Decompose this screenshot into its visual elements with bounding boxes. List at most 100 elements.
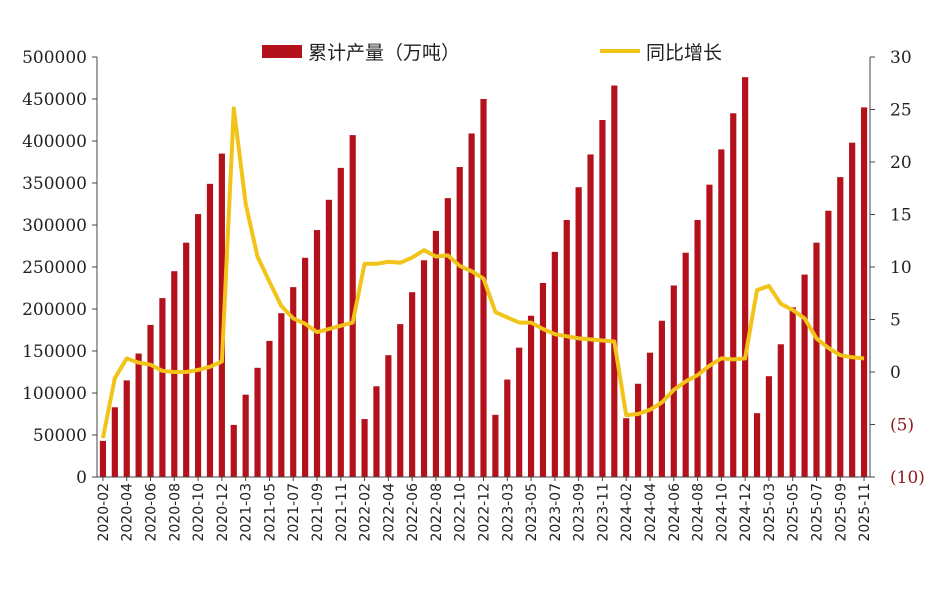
bar-2023-11	[599, 120, 606, 477]
bar-2025-04	[777, 344, 784, 477]
x-tick-label: 2023-05	[524, 483, 540, 542]
bar-2022-11	[468, 133, 475, 477]
x-tick-label: 2025-03	[762, 483, 778, 542]
legend-bar-swatch	[262, 45, 302, 58]
x-tick-label: 2020-10	[191, 483, 207, 542]
x-tick-label: 2021-11	[334, 483, 350, 542]
right-tick-label: (10)	[890, 468, 925, 488]
bar-2024-04	[646, 352, 654, 477]
bar-2022-10	[456, 167, 463, 478]
left-tick-label: 200000	[22, 300, 87, 320]
left-tick-label: 150000	[22, 342, 87, 362]
x-tick-label: 2021-05	[262, 483, 278, 542]
left-tick-label: 250000	[22, 258, 87, 278]
x-tick-label: 2024-02	[619, 483, 635, 542]
bar-2022-09	[444, 198, 451, 477]
legend-bar-label: 累计产量（万吨）	[308, 42, 460, 64]
x-tick-label: 2022-04	[381, 483, 397, 542]
left-tick-label: 350000	[22, 174, 87, 194]
x-tick-label: 2023-03	[500, 483, 516, 542]
bar-2025-07	[813, 242, 820, 477]
bar-2021-02	[230, 424, 237, 477]
right-tick-label: 30	[890, 48, 912, 68]
bar-2020-03	[111, 407, 118, 477]
x-tick-label: 2022-08	[429, 483, 445, 542]
bar-2021-04	[254, 367, 261, 477]
bar-2023-10	[587, 154, 594, 477]
bar-2025-03	[765, 376, 773, 477]
bar-2024-03	[635, 383, 642, 477]
x-tick-label: 2022-12	[477, 483, 493, 542]
legend-line-label: 同比增长	[646, 42, 722, 64]
bar-2020-02	[99, 440, 107, 477]
bar-2020-07	[159, 298, 166, 477]
bar-2022-03	[373, 386, 380, 477]
bar-2024-09	[706, 184, 713, 477]
right-tick-label: 20	[890, 153, 912, 173]
right-tick-label: (5)	[890, 416, 914, 436]
bar-2024-10	[718, 149, 725, 477]
left-tick-label: 500000	[22, 48, 87, 68]
bar-2025-06	[801, 274, 808, 477]
bar-2022-08	[432, 230, 440, 477]
bar-2024-11	[730, 113, 737, 477]
bar-2020-06	[147, 324, 154, 477]
bar-2024-07	[682, 252, 689, 477]
bar-2025-05	[789, 307, 796, 477]
x-tick-label: 2025-09	[833, 483, 849, 542]
x-tick-label: 2020-04	[120, 483, 136, 542]
x-tick-label: 2022-10	[453, 483, 469, 542]
bar-2022-05	[397, 324, 404, 477]
left-tick-label: 100000	[22, 384, 87, 404]
bar-2022-04	[385, 355, 392, 477]
x-tick-label: 2024-10	[714, 483, 730, 542]
bar-2023-04	[516, 347, 523, 477]
bar-2020-04	[123, 380, 130, 477]
right-tick-label: 10	[890, 258, 912, 278]
bar-2024-06	[670, 285, 677, 477]
x-tick-label: 2020-06	[144, 483, 160, 542]
bar-2022-07	[420, 260, 428, 477]
bar-2024-08	[694, 219, 701, 477]
bar-2022-02	[361, 419, 368, 477]
bar-2021-08	[302, 257, 309, 477]
bar-2023-06	[539, 282, 547, 477]
bar-2021-10	[325, 199, 332, 478]
bar-2023-08	[563, 219, 570, 477]
x-tick-label: 2024-12	[738, 483, 754, 542]
axes-group: 0 50000 100000 150000 200000 250000 300000 3500…	[22, 48, 925, 542]
bar-2021-05	[266, 340, 273, 477]
bar-2025-02	[753, 413, 761, 477]
bar-2020-05	[135, 353, 142, 477]
legend: 累计产量（万吨） 同比增长	[262, 42, 722, 64]
x-tick-label: 2025-07	[809, 483, 825, 542]
x-tick-label: 2024-06	[667, 483, 683, 542]
x-tick-label: 2020-02	[96, 483, 112, 542]
bar-2020-12	[218, 153, 225, 477]
bar-2023-12	[611, 85, 618, 477]
bar-2021-06	[278, 313, 285, 477]
bar-2021-12	[349, 135, 356, 477]
bar-2024-05	[658, 320, 665, 477]
bar-2024-12	[742, 77, 749, 477]
bar-2023-02	[492, 414, 499, 477]
bar-2025-11	[860, 107, 868, 478]
bar-2025-08	[825, 210, 832, 477]
x-tick-label: 2021-07	[286, 483, 302, 542]
x-tick-label: 2023-07	[548, 483, 564, 542]
bar-2022-06	[409, 292, 416, 477]
x-tick-label: 2022-02	[358, 483, 374, 542]
x-tick-label: 2024-04	[643, 483, 659, 542]
x-tick-label: 2024-08	[691, 483, 707, 542]
right-tick-label: 5	[890, 311, 901, 331]
yoy-growth-line	[100, 106, 865, 439]
bar-2025-09	[837, 177, 844, 477]
bar-2024-02	[623, 418, 630, 477]
x-tick-label: 2021-09	[310, 483, 326, 542]
x-tick-label: 2022-06	[405, 483, 421, 542]
line-layer	[100, 106, 865, 439]
bar-2021-11	[337, 167, 344, 477]
x-tick-label: 2025-05	[786, 483, 802, 542]
x-tick-label: 2020-08	[167, 483, 183, 542]
bar-2020-10	[194, 214, 202, 477]
